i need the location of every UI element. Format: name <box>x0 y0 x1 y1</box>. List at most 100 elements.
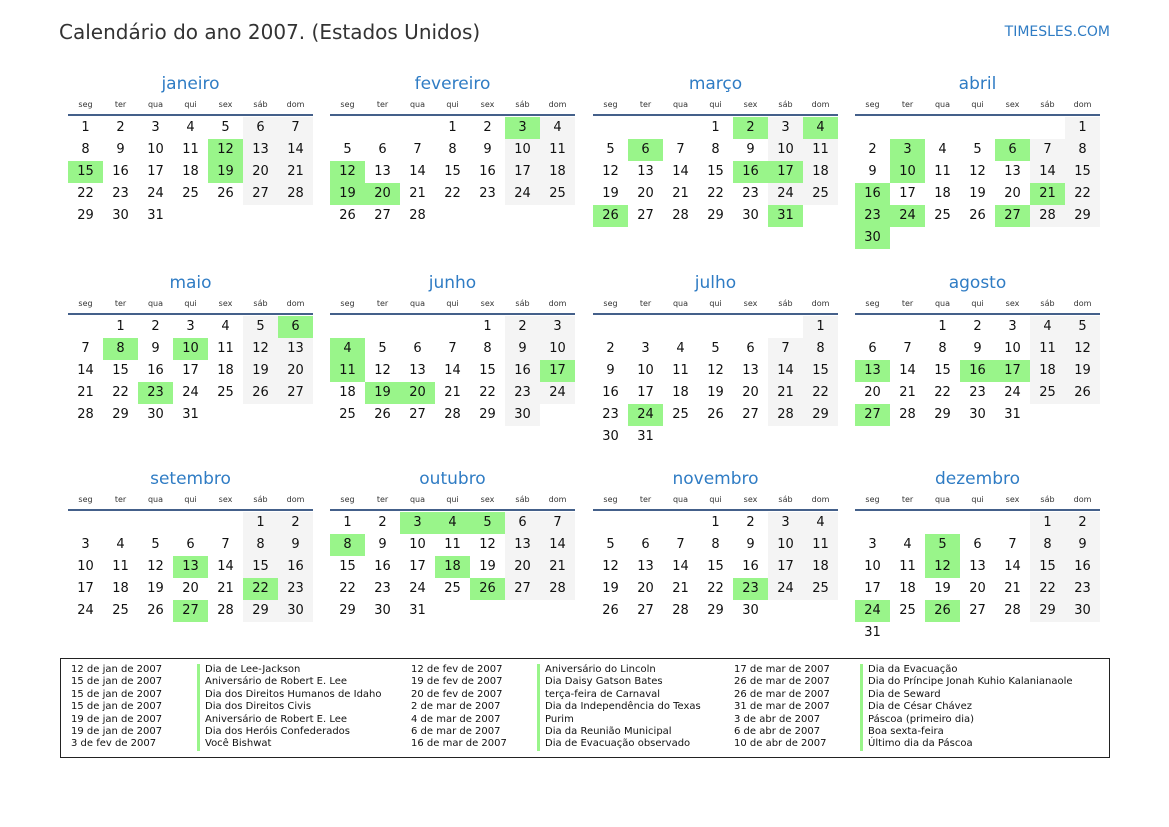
day-cell[interactable]: 20 <box>278 360 313 382</box>
day-cell[interactable]: 31 <box>1004 407 1021 422</box>
holiday-day-cell[interactable]: 17 <box>995 360 1030 382</box>
day-cell[interactable]: 23 <box>742 186 759 201</box>
day-cell[interactable]: 21 <box>540 556 575 578</box>
day-cell[interactable]: 12 <box>374 363 391 378</box>
day-cell[interactable]: 18 <box>934 186 951 201</box>
day-cell[interactable]: 26 <box>602 603 619 618</box>
day-cell[interactable]: 13 <box>505 534 540 556</box>
day-cell[interactable]: 21 <box>672 186 689 201</box>
day-cell[interactable]: 28 <box>278 183 313 205</box>
day-cell[interactable]: 7 <box>221 537 230 552</box>
holiday-day-cell[interactable]: 19 <box>365 382 400 404</box>
day-cell[interactable]: 5 <box>1065 316 1100 338</box>
day-cell[interactable]: 21 <box>77 385 94 400</box>
day-cell[interactable]: 11 <box>672 363 689 378</box>
day-cell[interactable]: 11 <box>934 164 951 179</box>
day-cell[interactable]: 1 <box>711 515 720 530</box>
day-cell[interactable]: 28 <box>217 603 234 618</box>
day-cell[interactable]: 13 <box>969 559 986 574</box>
day-cell[interactable]: 27 <box>969 603 986 618</box>
day-cell[interactable]: 30 <box>278 600 313 622</box>
day-cell[interactable]: 7 <box>1030 139 1065 161</box>
day-cell[interactable]: 23 <box>505 382 540 404</box>
day-cell[interactable]: 12 <box>1065 338 1100 360</box>
day-cell[interactable]: 25 <box>672 407 689 422</box>
day-cell[interactable]: 6 <box>973 537 982 552</box>
day-cell[interactable]: 27 <box>409 407 426 422</box>
day-cell[interactable]: 17 <box>409 559 426 574</box>
day-cell[interactable]: 26 <box>217 186 234 201</box>
holiday-day-cell[interactable]: 8 <box>330 534 365 556</box>
day-cell[interactable]: 21 <box>278 161 313 183</box>
day-cell[interactable]: 27 <box>637 603 654 618</box>
day-cell[interactable]: 1 <box>81 120 90 135</box>
day-cell[interactable]: 26 <box>147 603 164 618</box>
day-cell[interactable]: 24 <box>505 183 540 205</box>
holiday-day-cell[interactable]: 11 <box>330 360 365 382</box>
day-cell[interactable]: 18 <box>182 164 199 179</box>
holiday-day-cell[interactable]: 20 <box>400 382 435 404</box>
day-cell[interactable]: 2 <box>505 316 540 338</box>
day-cell[interactable]: 9 <box>505 338 540 360</box>
day-cell[interactable]: 16 <box>374 559 391 574</box>
day-cell[interactable]: 9 <box>483 142 492 157</box>
day-cell[interactable]: 22 <box>444 186 461 201</box>
holiday-day-cell[interactable]: 26 <box>925 600 960 622</box>
day-cell[interactable]: 10 <box>147 142 164 157</box>
holiday-day-cell[interactable]: 23 <box>855 205 890 227</box>
day-cell[interactable]: 8 <box>243 534 278 556</box>
day-cell[interactable]: 1 <box>343 515 352 530</box>
day-cell[interactable]: 22 <box>339 581 356 596</box>
day-cell[interactable]: 14 <box>217 559 234 574</box>
holiday-day-cell[interactable]: 13 <box>173 556 208 578</box>
day-cell[interactable]: 6 <box>505 512 540 534</box>
day-cell[interactable]: 6 <box>243 117 278 139</box>
day-cell[interactable]: 22 <box>934 385 951 400</box>
day-cell[interactable]: 22 <box>707 581 724 596</box>
day-cell[interactable]: 3 <box>540 316 575 338</box>
day-cell[interactable]: 3 <box>1008 319 1017 334</box>
day-cell[interactable]: 31 <box>182 407 199 422</box>
day-cell[interactable]: 1 <box>1065 117 1100 139</box>
day-cell[interactable]: 21 <box>217 581 234 596</box>
day-cell[interactable]: 27 <box>637 208 654 223</box>
day-cell[interactable]: 12 <box>602 164 619 179</box>
holiday-day-cell[interactable]: 12 <box>208 139 243 161</box>
day-cell[interactable]: 2 <box>1065 512 1100 534</box>
holiday-day-cell[interactable]: 5 <box>470 512 505 534</box>
day-cell[interactable]: 2 <box>116 120 125 135</box>
day-cell[interactable]: 4 <box>221 319 230 334</box>
day-cell[interactable]: 18 <box>803 556 838 578</box>
day-cell[interactable]: 26 <box>374 407 391 422</box>
holiday-day-cell[interactable]: 24 <box>890 205 925 227</box>
day-cell[interactable]: 28 <box>899 407 916 422</box>
holiday-day-cell[interactable]: 30 <box>855 227 890 249</box>
day-cell[interactable]: 19 <box>969 186 986 201</box>
day-cell[interactable]: 13 <box>637 559 654 574</box>
day-cell[interactable]: 10 <box>1004 341 1021 356</box>
day-cell[interactable]: 29 <box>707 603 724 618</box>
day-cell[interactable]: 19 <box>147 581 164 596</box>
day-cell[interactable]: 28 <box>540 578 575 600</box>
day-cell[interactable]: 20 <box>864 385 881 400</box>
day-cell[interactable]: 6 <box>186 537 195 552</box>
day-cell[interactable]: 23 <box>278 578 313 600</box>
day-cell[interactable]: 14 <box>444 363 461 378</box>
day-cell[interactable]: 8 <box>1065 139 1100 161</box>
day-cell[interactable]: 5 <box>606 142 615 157</box>
day-cell[interactable]: 23 <box>969 385 986 400</box>
day-cell[interactable]: 25 <box>803 183 838 205</box>
day-cell[interactable]: 29 <box>1065 205 1100 227</box>
day-cell[interactable]: 17 <box>637 385 654 400</box>
day-cell[interactable]: 24 <box>768 183 803 205</box>
day-cell[interactable]: 4 <box>540 117 575 139</box>
day-cell[interactable]: 7 <box>903 341 912 356</box>
holiday-day-cell[interactable]: 6 <box>995 139 1030 161</box>
holiday-day-cell[interactable]: 17 <box>540 360 575 382</box>
holiday-day-cell[interactable]: 6 <box>628 139 663 161</box>
day-cell[interactable]: 21 <box>1004 581 1021 596</box>
holiday-day-cell[interactable]: 2 <box>733 117 768 139</box>
day-cell[interactable]: 12 <box>602 559 619 574</box>
day-cell[interactable]: 10 <box>77 559 94 574</box>
holiday-day-cell[interactable]: 21 <box>1030 183 1065 205</box>
